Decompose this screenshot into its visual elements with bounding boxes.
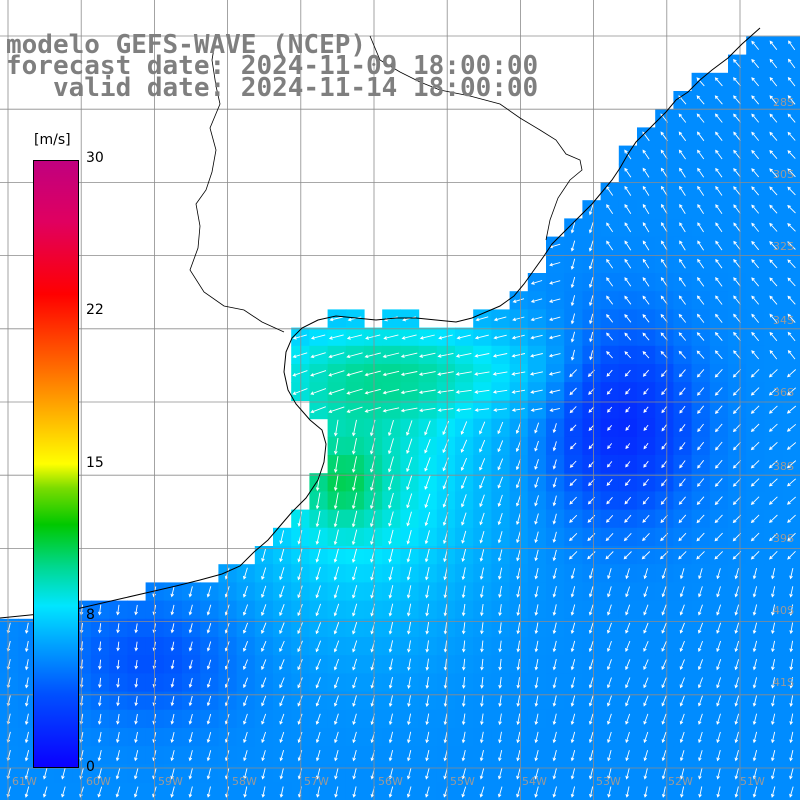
lon-label: 53W [596, 775, 621, 788]
lon-label: 56W [378, 775, 403, 788]
lat-label: 32S [773, 240, 794, 253]
colorbar [33, 160, 79, 768]
lon-label: 58W [232, 775, 257, 788]
colorbar-tick-0: 0 [86, 759, 95, 775]
title-model: modelo GEFS-WAVE (NCEP) [6, 30, 367, 60]
lat-label: 30S [773, 168, 794, 181]
lon-label: 57W [304, 775, 329, 788]
colorbar-units: [m/s] [34, 132, 71, 148]
lat-label: 36S [773, 386, 794, 399]
colorbar-tick-8: 8 [86, 607, 95, 623]
lon-label: 60W [86, 775, 111, 788]
colorbar-tick-15: 15 [86, 455, 104, 471]
lat-label: 40S [773, 604, 794, 617]
title-forecast-date: forecast date: 2024-11-09 18:00:00 [6, 51, 539, 81]
country-border [189, 35, 583, 333]
lon-label: 55W [450, 775, 475, 788]
coastline [0, 27, 761, 619]
lat-label: 38S [773, 460, 794, 473]
colorbar-tick-30: 30 [86, 150, 104, 166]
title-valid-date: valid date: 2024-11-14 18:00:00 [6, 73, 539, 103]
colorbar-tick-22: 22 [86, 302, 104, 318]
lon-label: 59W [158, 775, 183, 788]
lat-label: 28S [773, 96, 794, 109]
lat-label: 39S [773, 532, 794, 545]
lat-label: 41S [773, 676, 794, 689]
lon-label: 52W [668, 775, 693, 788]
lon-label: 61W [12, 775, 37, 788]
lon-label: 51W [740, 775, 765, 788]
lat-label: 34S [773, 314, 794, 327]
lon-label: 54W [522, 775, 547, 788]
